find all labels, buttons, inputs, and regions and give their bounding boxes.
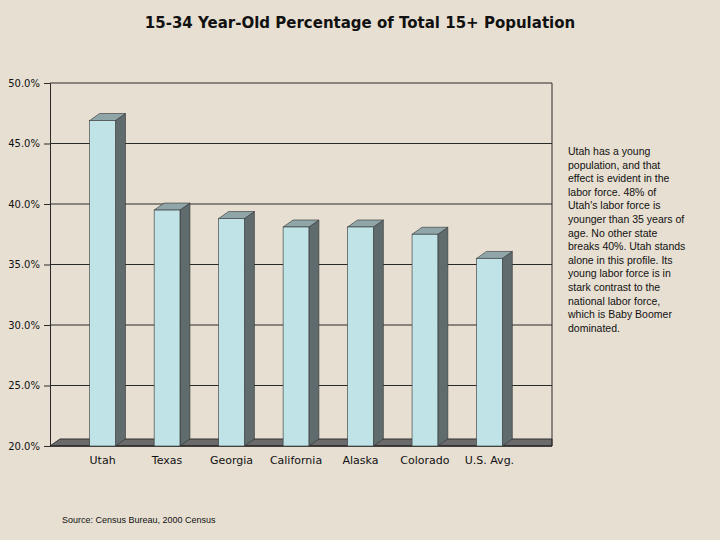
annotation-line: breaks 40%. Utah stands	[568, 240, 685, 252]
x-tick: Texas	[151, 446, 183, 467]
y-axis: 20.0% 25.0% 30.0% 35.0% 40.0% 45.0% 50.0%	[8, 78, 50, 452]
y-tick-mark	[44, 265, 50, 266]
bar-top	[348, 220, 384, 227]
bar-group	[477, 251, 513, 446]
y-axis-line	[44, 84, 51, 447]
y-tick: 50.0%	[8, 78, 50, 89]
x-tick-label: Texas	[151, 454, 183, 467]
y-tick: 40.0%	[8, 199, 50, 210]
x-tick-label: Colorado	[400, 454, 449, 467]
annotation-line: Utah's labor force is	[568, 199, 660, 211]
chart: 15-34 Year-Old Percentage of Total 15+ P…	[0, 0, 720, 540]
x-axis: Utah Texas Georgia California Alaska Colorado…	[50, 446, 552, 467]
bar-group	[348, 220, 384, 446]
x-tick-label: Utah	[90, 454, 116, 467]
bar	[219, 219, 245, 446]
y-tick: 45.0%	[8, 138, 50, 149]
annotation-line: national labor force,	[568, 295, 660, 307]
y-tick-label: 25.0%	[8, 380, 40, 391]
bar-side	[373, 220, 383, 446]
bar-group	[154, 203, 190, 446]
bar-group	[90, 114, 126, 446]
annotation-line: age. No other state	[568, 227, 657, 239]
bar	[90, 121, 116, 446]
bar	[154, 210, 180, 446]
bar-group	[219, 212, 255, 446]
annotation-line: alone in this profile. Its	[568, 254, 672, 266]
bar-side	[244, 212, 254, 446]
bar-side	[180, 203, 190, 446]
x-tick-label: Georgia	[210, 454, 253, 467]
bar-group	[412, 227, 448, 446]
annotation: Utah has a young population, and thateffe…	[567, 145, 685, 334]
annotation-line: population, and that	[568, 159, 660, 171]
y-tick-label: 20.0%	[8, 441, 40, 452]
x-tick: U.S. Avg.	[465, 446, 514, 467]
bar-side	[309, 220, 319, 446]
y-tick-label: 50.0%	[8, 78, 40, 89]
annotation-line: dominated.	[568, 322, 620, 334]
source: Source: Census Bureau, 2000 Census	[62, 515, 216, 525]
x-tick-label: U.S. Avg.	[465, 454, 514, 467]
plot-frame	[552, 83, 553, 446]
annotation-line: which is Baby Boomer	[567, 308, 672, 320]
bar-side	[502, 251, 512, 446]
bar	[348, 227, 374, 446]
annotation-line: effect is evident in the	[568, 172, 670, 184]
y-tick-label: 40.0%	[8, 199, 40, 210]
x-tick: Georgia	[210, 446, 253, 467]
y-tick: 35.0%	[8, 259, 50, 270]
x-tick: California	[270, 446, 322, 467]
bar-top	[412, 227, 448, 234]
y-tick-mark	[44, 83, 50, 84]
bars	[90, 114, 513, 446]
y-tick-label: 35.0%	[8, 259, 40, 270]
title: 15-34 Year-Old Percentage of Total 15+ P…	[145, 14, 575, 32]
grid-line	[50, 83, 552, 84]
annotation-line: young labor force is in	[568, 267, 671, 279]
y-tick-mark	[44, 446, 50, 447]
x-tick-label: Alaska	[342, 454, 378, 467]
grid	[50, 83, 552, 446]
bar-top	[154, 203, 190, 210]
annotation-line: Utah has a young	[568, 145, 650, 157]
annotation-line: younger than 35 years of	[568, 213, 684, 225]
y-tick-label: 45.0%	[8, 138, 40, 149]
bar	[283, 227, 309, 446]
x-tick: Utah	[90, 446, 116, 467]
bar-top	[219, 212, 255, 219]
annotation-line: stark contrast to the	[568, 281, 660, 293]
bar-top	[90, 114, 126, 121]
y-tick: 25.0%	[8, 380, 50, 391]
bar	[412, 234, 438, 446]
x-tick-label: California	[270, 454, 322, 467]
y-tick: 20.0%	[8, 441, 50, 452]
background	[0, 0, 720, 540]
annotation-line: labor force. 48% of	[568, 186, 656, 198]
bar-side	[438, 227, 448, 446]
bar-top	[477, 251, 513, 258]
y-tick: 30.0%	[8, 320, 50, 331]
bar-group	[283, 220, 319, 446]
bar-side	[115, 114, 125, 446]
y-tick-label: 30.0%	[8, 320, 40, 331]
y-tick-mark	[44, 204, 50, 205]
bar	[477, 258, 503, 446]
y-tick-mark	[44, 325, 50, 326]
x-tick: Alaska	[342, 446, 378, 467]
y-tick-mark	[44, 144, 50, 145]
y-tick-mark	[44, 386, 50, 387]
x-tick: Colorado	[400, 446, 449, 467]
bar-top	[283, 220, 319, 227]
